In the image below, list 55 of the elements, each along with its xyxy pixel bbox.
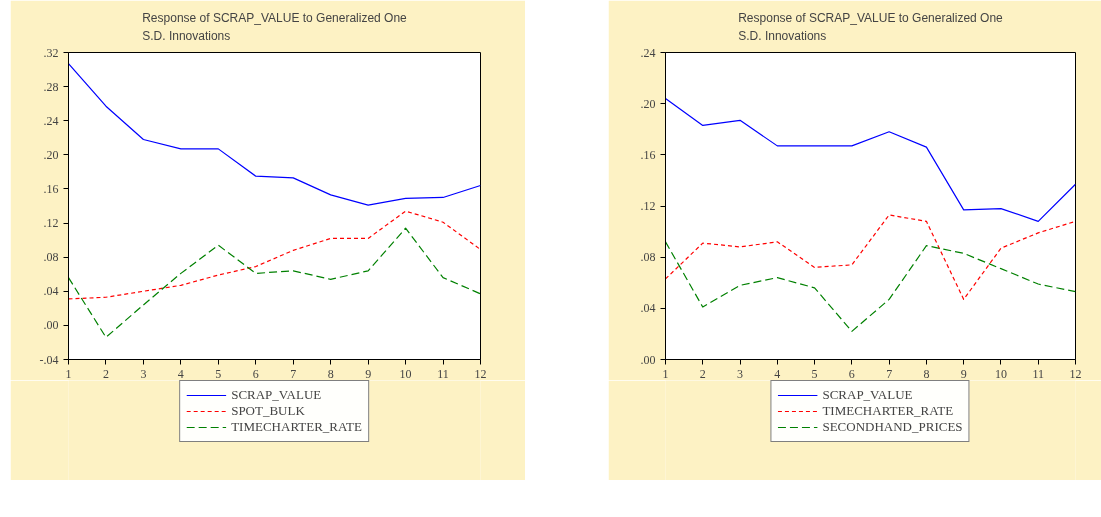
y-tick-label: .28 [43,79,59,94]
x-tick-label: 11 [1032,366,1045,381]
y-tick-label: .08 [43,250,59,265]
x-tick-label: 9 [365,366,372,381]
x-tick-label: 6 [848,366,855,381]
x-tick-label: 12 [474,366,487,381]
x-tick-label: 8 [327,366,334,381]
x-tick-label: 2 [102,366,109,381]
x-tick-label: 5 [215,366,222,381]
x-tick-label: 3 [737,366,744,381]
y-tick-label: .32 [43,45,59,60]
legend-label: SCRAP_VALUE [231,387,322,403]
line-series [68,227,481,338]
y-tick-label: .12 [43,216,59,231]
line-series [665,214,1076,300]
y-tick-label: .20 [43,147,59,162]
line-series [68,62,481,206]
legend-label: SPOT_BULK [231,403,305,419]
legend-label: SECONDHAND_PRICES [822,419,963,435]
x-tick-label: 8 [923,366,930,381]
x-tick-label: 5 [811,366,818,381]
y-tick-label: .24 [43,113,59,128]
x-tick-label: 3 [140,366,147,381]
legend-label: TIMECHARTER_RATE [231,419,362,435]
y-tick-label: -.04 [39,352,59,367]
x-tick-label: 7 [886,366,893,381]
x-tick-label: 2 [699,366,706,381]
y-tick-label: .16 [43,181,59,196]
line-series [68,210,481,300]
y-tick-label: .12 [640,199,656,213]
y-tick-label: .08 [640,250,656,265]
x-tick-label: 12 [1069,366,1082,381]
x-tick-label: 4 [774,366,781,381]
chart-title: Response of SCRAP_VALUE to Generalized One S.D. Innovations [142,11,408,44]
x-tick-label: 10 [399,366,412,381]
legend-label: TIMECHARTER_RATE [822,403,954,419]
x-tick-label: 10 [994,366,1007,381]
legend-label: SCRAP_VALUE [822,387,913,403]
x-tick-label: 1 [662,366,669,381]
y-tick-label: .20 [640,96,656,111]
chart-title: Response of SCRAP_VALUE to Generalized One S.D. Innovations [738,11,1004,44]
x-tick-label: 9 [960,366,967,381]
y-tick-label: .04 [640,301,656,316]
x-tick-label: 6 [252,366,259,381]
y-tick-label: .16 [640,147,656,162]
line-series [665,241,1076,332]
x-tick-label: 7 [290,366,297,381]
line-series [665,97,1076,222]
y-tick-label: .04 [43,284,59,299]
y-tick-label: .00 [640,352,656,367]
x-tick-label: 1 [65,366,72,381]
x-tick-label: 4 [177,366,184,381]
x-tick-label: 11 [437,366,449,381]
y-tick-label: .00 [43,318,59,333]
y-tick-label: .24 [640,45,656,60]
